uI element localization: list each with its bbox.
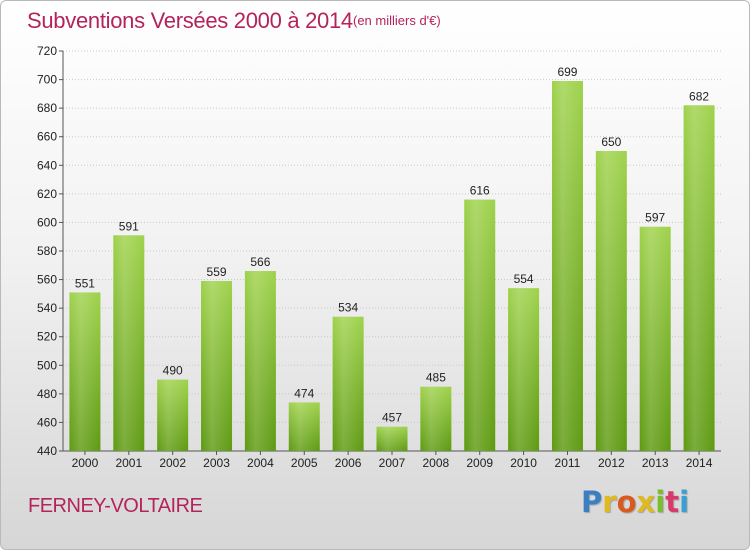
bar-highlight (157, 379, 189, 451)
y-tick-label: 620 (37, 187, 57, 201)
bar-highlight (376, 426, 408, 451)
y-axis: 440 460 480 500 520 540 560 580 600 620 640 660 680 7… (37, 44, 721, 458)
y-tick-label: 640 (37, 158, 57, 172)
data-label-2004: 566 (250, 255, 270, 269)
bar-highlight (69, 292, 101, 451)
x-tick-label: 2010 (510, 456, 537, 470)
x-tick-label: 2007 (379, 456, 406, 470)
chart-title: Subventions Versées 2000 à 2014 (27, 8, 353, 33)
y-tick-label: 600 (37, 215, 57, 229)
x-tick-label: 2002 (159, 456, 186, 470)
y-tick-label: 700 (37, 73, 57, 87)
y-tick-label: 520 (37, 330, 57, 344)
x-tick-label: 2013 (642, 456, 669, 470)
bars: 551 591 490 559 566 474 534 457 485 616 554 699 650 5… (69, 65, 715, 452)
proxiti-logo: Proxiti (581, 485, 689, 519)
x-tick-label: 2004 (247, 456, 274, 470)
y-tick-label: 660 (37, 130, 57, 144)
logo-letter: x (636, 485, 656, 519)
y-tick-label: 500 (37, 358, 57, 372)
logo-letter: o (616, 485, 637, 519)
y-tick-label: 440 (37, 444, 57, 458)
x-tick-label: 2012 (598, 456, 625, 470)
data-label-2000: 551 (75, 276, 95, 290)
bar-highlight (508, 288, 540, 451)
bar-highlight (113, 235, 145, 451)
data-label-2006: 534 (338, 301, 358, 315)
data-label-2010: 554 (514, 272, 534, 286)
y-tick-label: 540 (37, 301, 57, 315)
bar-highlight (683, 105, 715, 452)
y-tick-label: 720 (37, 44, 57, 58)
bar-highlight (420, 386, 452, 451)
bar-highlight (332, 316, 364, 451)
x-tick-label: 2000 (72, 456, 99, 470)
data-label-2008: 485 (426, 371, 446, 385)
data-label-2007: 457 (382, 411, 402, 425)
data-label-2002: 490 (163, 364, 183, 378)
x-tick-label: 2014 (686, 456, 713, 470)
x-tick-label: 2008 (423, 456, 450, 470)
bar-highlight (595, 151, 627, 451)
x-tick-label: 2005 (291, 456, 318, 470)
x-axis-labels: 2000 2001 2002 2003 2004 2005 2006 2007 2008 2009… (72, 451, 713, 470)
data-label-2012: 650 (601, 135, 621, 149)
bar-highlight (551, 81, 583, 451)
chart-subtitle: (en milliers d'€) (353, 13, 441, 28)
x-tick-label: 2001 (115, 456, 142, 470)
y-tick-label: 680 (37, 101, 57, 115)
data-label-2001: 591 (119, 219, 139, 233)
bar-highlight (464, 199, 496, 451)
data-label-2009: 616 (470, 184, 490, 198)
y-tick-label: 560 (37, 273, 57, 287)
y-tick-label: 480 (37, 387, 57, 401)
y-tick-label: 460 (37, 415, 57, 429)
bar-highlight (288, 402, 320, 451)
x-tick-label: 2011 (555, 456, 581, 470)
logo-letter: i (679, 485, 690, 519)
y-tick-label: 580 (37, 244, 57, 258)
town-name: FERNEY-VOLTAIRE (28, 495, 203, 517)
x-tick-label: 2006 (335, 456, 362, 470)
logo-letter: r (602, 485, 617, 519)
data-label-2005: 474 (294, 386, 314, 400)
bar-highlight (639, 226, 671, 451)
data-label-2011: 699 (557, 65, 577, 79)
bar-highlight (244, 271, 276, 451)
data-label-2013: 597 (645, 211, 665, 225)
x-tick-label: 2003 (203, 456, 230, 470)
logo-letter: i (655, 485, 666, 519)
data-label-2014: 682 (689, 89, 709, 103)
bar-highlight (201, 281, 233, 451)
logo-letter: t (665, 485, 680, 519)
data-label-2003: 559 (207, 265, 227, 279)
x-tick-label: 2009 (466, 456, 493, 470)
logo-letter: P (581, 485, 603, 519)
